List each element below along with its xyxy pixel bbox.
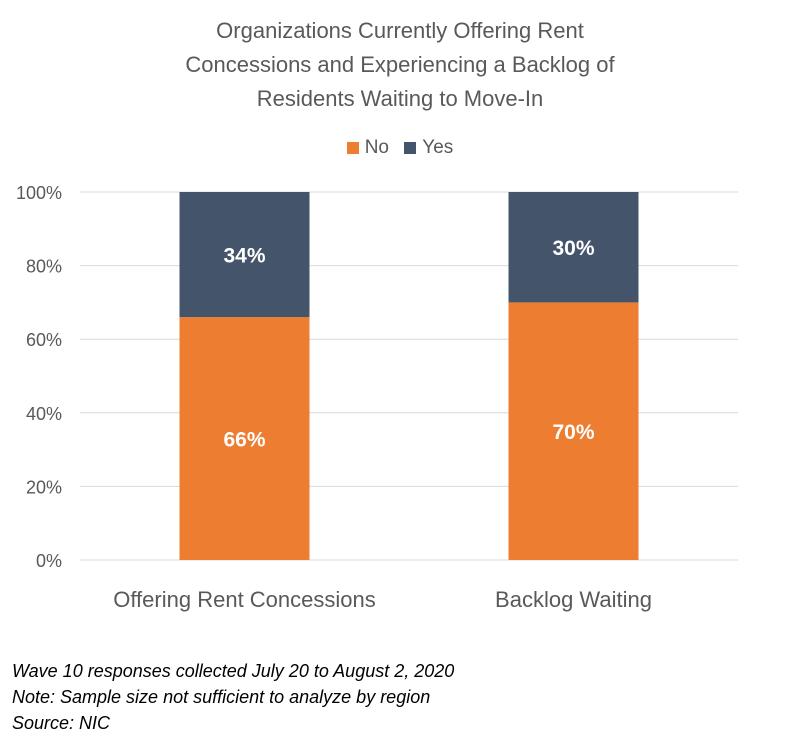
legend-item-yes: Yes [404, 137, 453, 159]
legend-label-yes: Yes [422, 137, 454, 158]
chart-legend: No Yes [0, 137, 785, 160]
y-tick-label: 40% [26, 404, 62, 424]
data-label: 66% [223, 429, 265, 452]
legend-label-no: No [364, 137, 389, 158]
y-tick-label: 0% [36, 551, 62, 571]
footnote-source: Source: NIC [12, 713, 111, 733]
bar-no [179, 317, 310, 560]
footnotes: Wave 10 responses collected July 20 to A… [12, 658, 454, 736]
footnote-wave: Wave 10 responses collected July 20 to A… [12, 661, 455, 681]
data-label: 30% [552, 237, 594, 260]
x-tick-label: Offering Rent Concessions [113, 587, 376, 612]
data-label: 34% [223, 245, 265, 268]
x-tick-label: Backlog Waiting [495, 587, 652, 612]
chart-title: Organizations Currently Offering Rent Co… [0, 14, 785, 116]
y-tick-label: 60% [26, 330, 62, 350]
y-tick-label: 100% [16, 183, 62, 203]
y-tick-label: 20% [26, 477, 62, 497]
chart-title-line-3: Residents Waiting to Move-In [256, 86, 544, 111]
data-label: 70% [552, 421, 594, 444]
chart-plot: 0% 20% 40% 60% 80% 100% 66% 34% Offering Rent Co… [16, 183, 738, 612]
bar-no [508, 302, 639, 560]
chart-title-line-2: Concessions and Experiencing a Backlog o… [185, 52, 615, 77]
bar-yes [508, 192, 639, 303]
bar-yes [179, 192, 310, 318]
legend-item-no: No [346, 137, 389, 159]
y-tick-label: 80% [26, 257, 62, 277]
chart-title-line-1: Organizations Currently Offering Rent [216, 18, 584, 43]
legend-swatch-no [346, 142, 359, 154]
legend-swatch-yes [404, 142, 417, 154]
footnote-sample-size: Note: Sample size not sufficient to anal… [12, 687, 431, 707]
